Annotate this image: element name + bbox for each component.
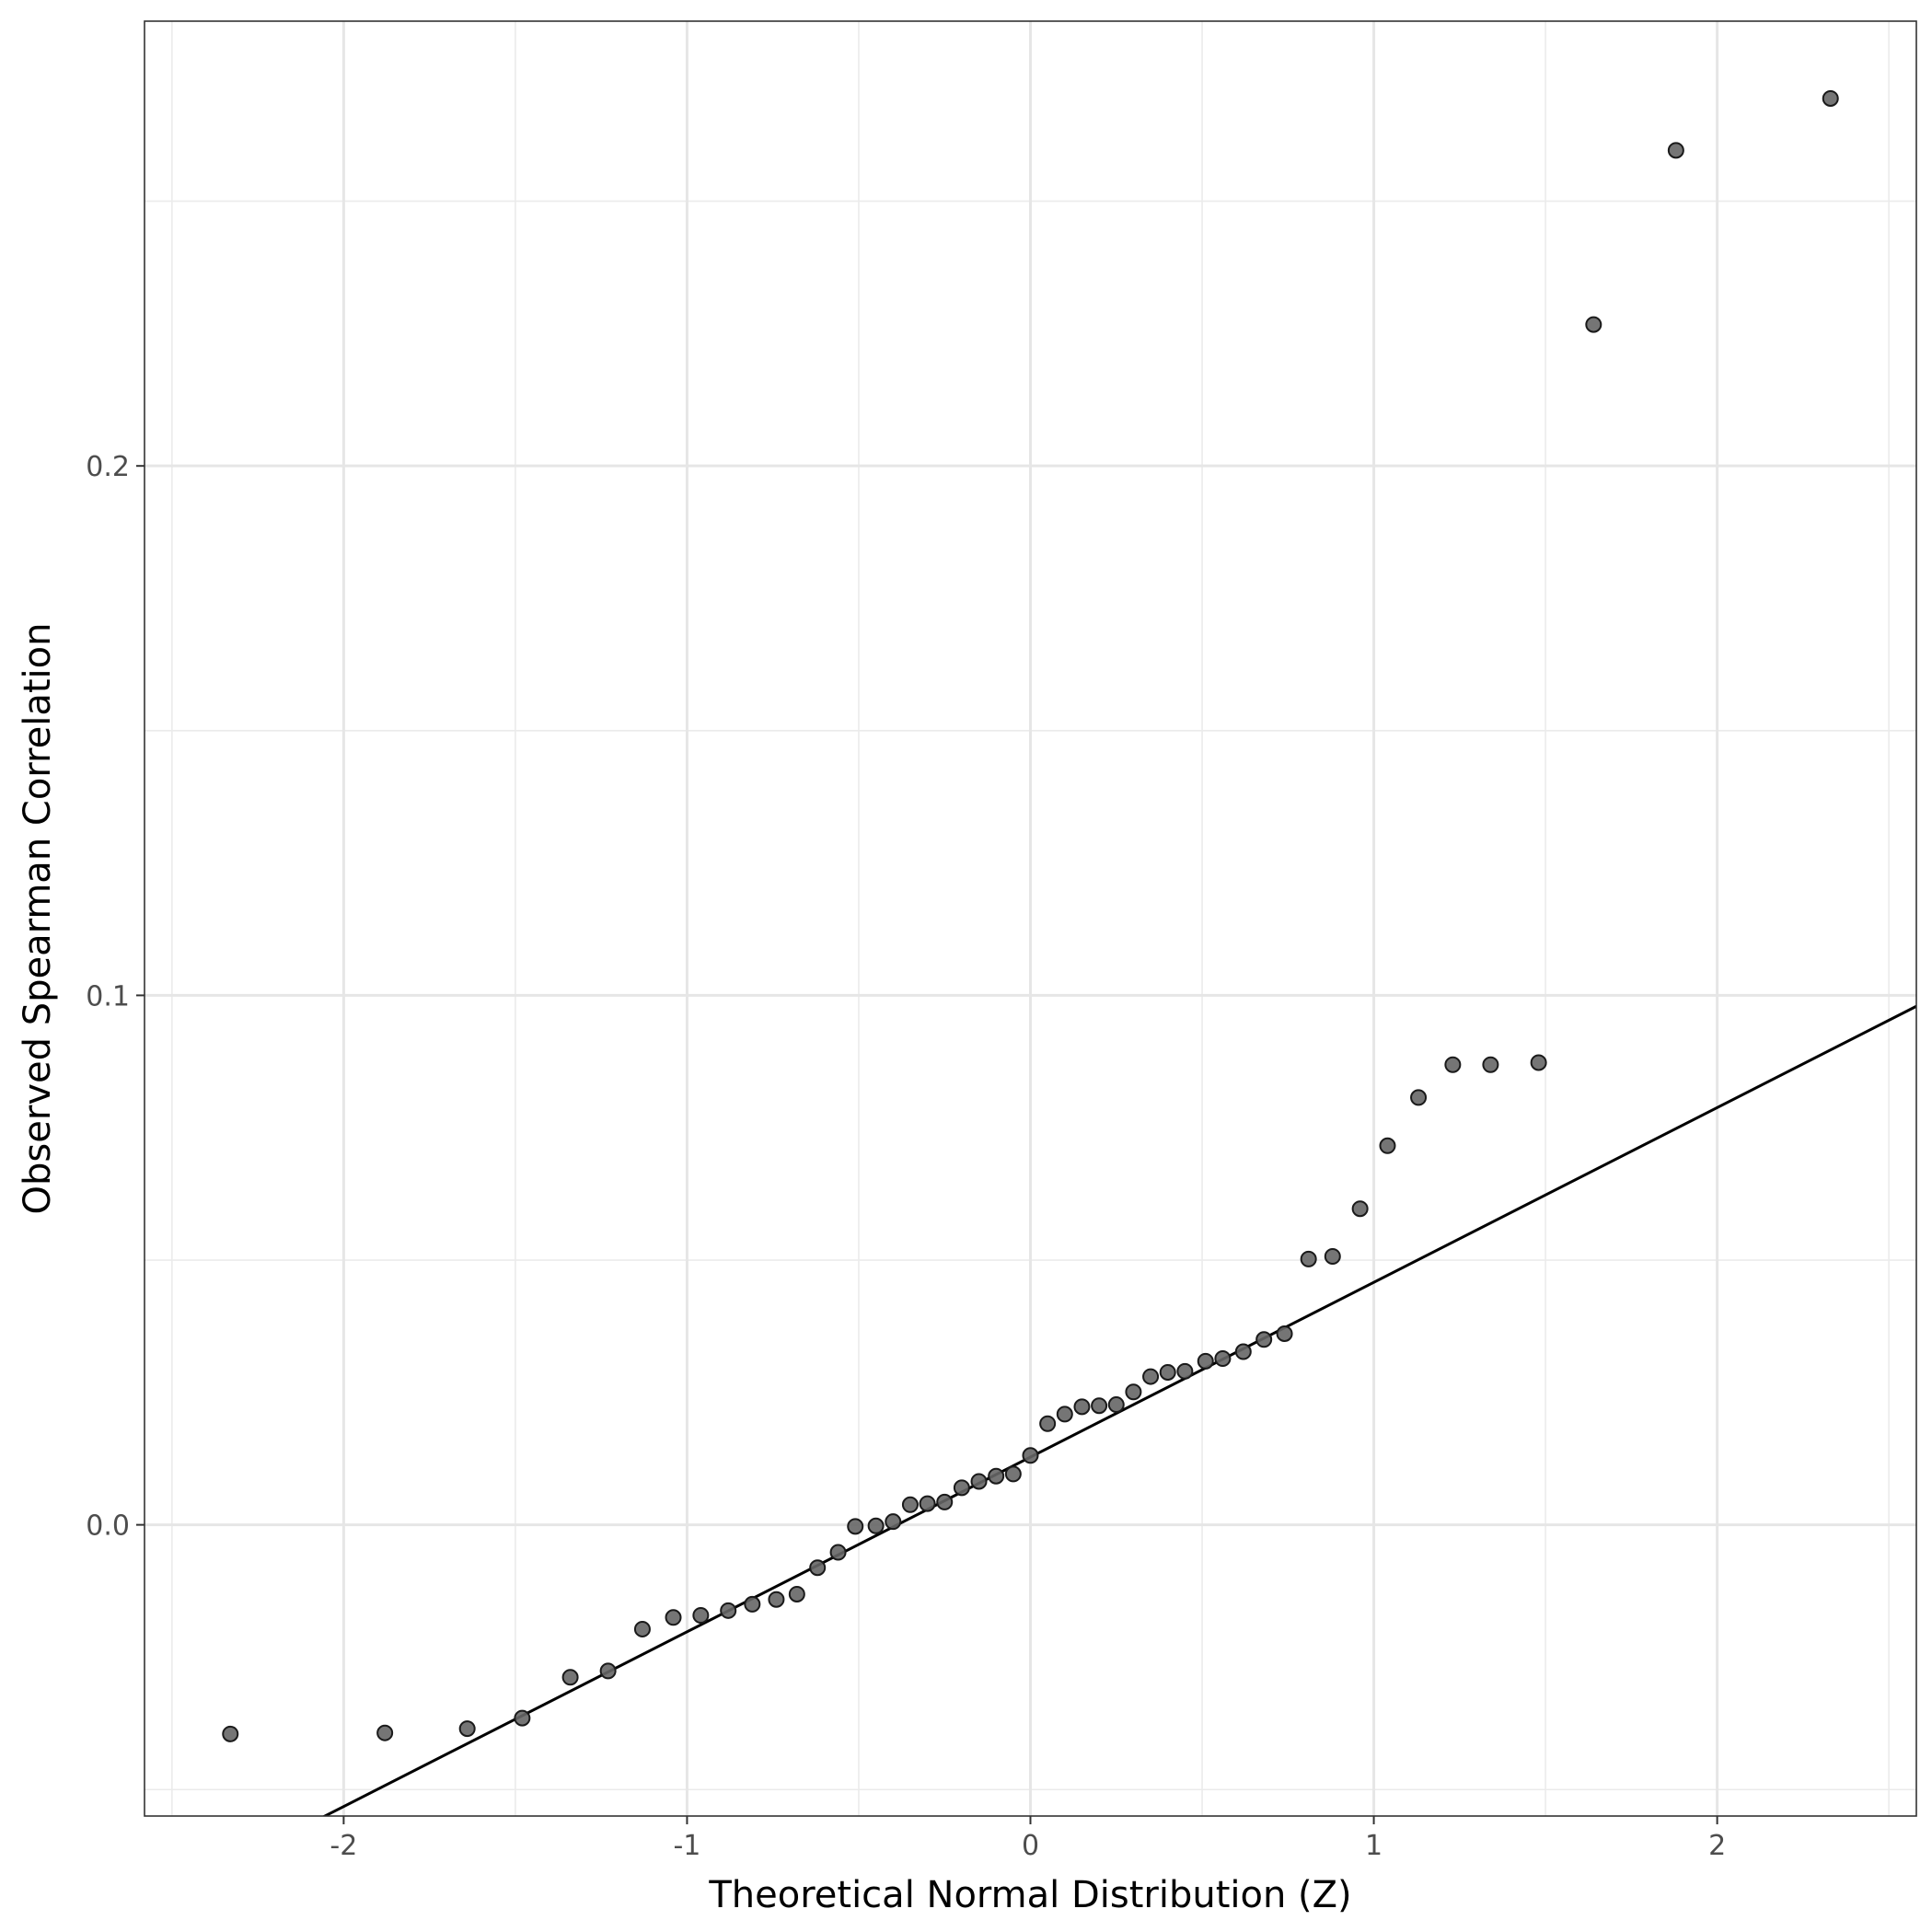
- data-point: [988, 1467, 1005, 1485]
- data-point: [1530, 1054, 1547, 1071]
- y-tick-label: 0.0: [86, 1510, 130, 1543]
- data-point: [829, 1544, 847, 1561]
- data-point: [1351, 1200, 1369, 1218]
- data-point: [1091, 1397, 1108, 1415]
- data-point: [885, 1513, 902, 1531]
- data-point: [901, 1496, 919, 1513]
- data-point: [692, 1606, 710, 1624]
- data-point: [1159, 1363, 1176, 1381]
- y-axis-ticks: 0.0 0.1 0.2: [86, 451, 145, 1543]
- data-point: [1214, 1350, 1232, 1368]
- data-point: [1379, 1137, 1396, 1154]
- x-tick-label: -1: [673, 1830, 700, 1862]
- x-tick-label: 1: [1365, 1830, 1382, 1862]
- data-point: [1125, 1383, 1142, 1401]
- data-point: [1300, 1250, 1317, 1267]
- data-point: [1197, 1352, 1214, 1370]
- data-point: [1056, 1406, 1073, 1423]
- data-point: [1276, 1325, 1293, 1342]
- x-axis-title: Theoretical Normal Distribution (Z): [708, 1874, 1351, 1916]
- data-point: [665, 1609, 682, 1626]
- x-tick-label: 2: [1708, 1830, 1726, 1862]
- data-point: [1482, 1056, 1499, 1073]
- data-point: [867, 1517, 885, 1534]
- y-tick-label: 0.1: [86, 980, 130, 1012]
- data-point: [788, 1585, 805, 1602]
- data-point: [919, 1495, 936, 1512]
- data-point: [1410, 1089, 1428, 1106]
- data-point: [376, 1724, 394, 1741]
- data-point: [847, 1518, 864, 1535]
- x-tick-label: 0: [1022, 1830, 1039, 1862]
- y-axis-title: Observed Spearman Correlation: [17, 623, 59, 1215]
- data-point: [953, 1479, 970, 1497]
- data-point: [1142, 1368, 1160, 1385]
- data-point: [1073, 1398, 1091, 1416]
- data-point: [1667, 142, 1684, 159]
- y-tick-label: 0.2: [86, 451, 130, 483]
- data-point: [970, 1473, 988, 1490]
- data-point: [1822, 89, 1839, 107]
- major-gridlines: [145, 21, 1916, 1816]
- data-point: [768, 1591, 785, 1608]
- data-point: [936, 1493, 954, 1510]
- data-point: [561, 1669, 579, 1686]
- data-point: [599, 1662, 617, 1680]
- data-point: [222, 1725, 239, 1742]
- data-point: [1324, 1247, 1341, 1265]
- data-point: [633, 1620, 651, 1637]
- data-point: [1039, 1415, 1057, 1432]
- data-point: [1107, 1396, 1125, 1414]
- x-tick-label: -2: [330, 1830, 357, 1862]
- x-axis-ticks: -2 -1 0 1 2: [330, 1816, 1726, 1862]
- data-point: [1234, 1343, 1252, 1360]
- data-point: [458, 1720, 476, 1738]
- data-point: [1176, 1362, 1194, 1380]
- data-point: [809, 1559, 827, 1577]
- data-point: [1444, 1056, 1462, 1073]
- data-point: [1255, 1331, 1273, 1348]
- data-points: [222, 89, 1839, 1742]
- data-point: [1004, 1465, 1022, 1483]
- data-point: [744, 1595, 761, 1613]
- data-point: [720, 1602, 737, 1619]
- data-point: [1585, 316, 1602, 333]
- data-point: [514, 1709, 531, 1727]
- data-point: [1022, 1447, 1039, 1464]
